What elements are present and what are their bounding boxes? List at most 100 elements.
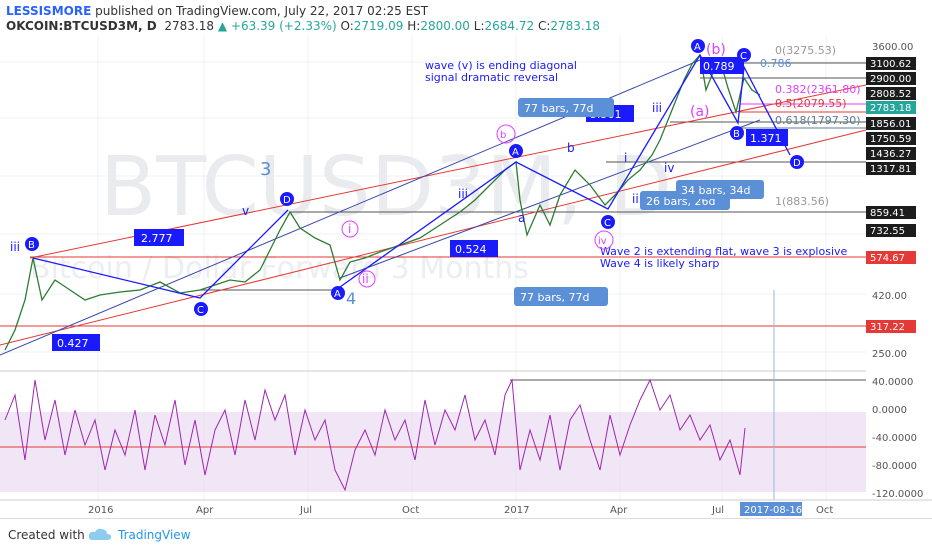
bars-range-box[interactable] [676, 180, 764, 199]
time-axis[interactable] [0, 500, 932, 518]
up-arrow-icon: ▲ [217, 19, 228, 33]
wave-label: iii [458, 187, 468, 201]
wave-label: iii [652, 101, 662, 115]
price-axis-labels: 3600.00 3100.62 2900.00 2808.52 2783.18 … [866, 42, 923, 500]
open-label: O: [340, 19, 354, 33]
wave-marker[interactable] [730, 126, 744, 140]
axis-tick: 317.22 [870, 322, 905, 333]
axis-tick: -80.0000 [872, 461, 917, 472]
wave-label: ii [362, 272, 369, 286]
time-tick: Apr [610, 505, 628, 516]
wave-label: 3 [260, 159, 271, 180]
wave-marker[interactable] [594, 230, 614, 250]
wave-label: iv [598, 236, 607, 247]
symbol-name[interactable]: OKCOIN:BTCUSD3M, D [6, 19, 157, 33]
note-line: signal dramatic reversal [425, 71, 558, 84]
time-tick: Apr [196, 505, 214, 516]
last-price: 2783.18 [164, 19, 215, 33]
time-tick: Jul [299, 505, 312, 516]
wave-marker[interactable] [790, 155, 804, 169]
wave-label: (a) [690, 104, 710, 120]
wave-marker[interactable] [601, 215, 615, 229]
wave-labels: iii B C D v 3 A 4 i ii iii b A a b C iv … [10, 39, 804, 316]
note-line: Wave 2 is extending flat, wave 3 is expl… [600, 245, 848, 258]
wave-label: i [348, 222, 351, 236]
publish-text: published on TradingView.com, July 22, 2… [95, 4, 429, 18]
fib-labels: 0(3275.53) 0.786 0.382(2361.80) 0.5(2079… [760, 44, 861, 208]
wave-marker[interactable] [691, 39, 705, 53]
wave-label: v [242, 204, 249, 218]
time-tick: Jul [711, 505, 724, 516]
low-label: L: [473, 19, 485, 33]
wave-notes: wave (v) is ending diagonal signal drama… [425, 59, 848, 270]
axis-badge [866, 117, 916, 130]
axis-tick: 1436.27 [870, 149, 911, 160]
wave-marker[interactable] [737, 48, 751, 62]
wave-label: B [28, 240, 35, 251]
wave-label: b [567, 141, 575, 155]
wave-marker[interactable] [194, 302, 208, 316]
axis-badge [866, 251, 916, 264]
wave-marker[interactable] [509, 144, 523, 158]
wave-label: ii [632, 192, 639, 206]
wave-marker[interactable] [280, 192, 294, 206]
note-line: wave (v) is ending diagonal [425, 59, 577, 72]
ratio-box[interactable] [700, 57, 744, 74]
axis-tick: 1856.01 [870, 119, 911, 130]
wave-label: C [604, 218, 611, 229]
price-chart[interactable]: BTCUSD3M, D Bitcoin / Dollar Forward 3 M… [0, 36, 932, 518]
ratio-box[interactable] [52, 334, 100, 351]
bar-count-labels: 77 bars, 77d 77 bars, 77d 26 bars, 26d 3… [514, 98, 764, 306]
wave-marker[interactable] [496, 124, 516, 144]
wave-label: 4 [346, 289, 356, 308]
rsi-series[interactable] [4, 378, 746, 492]
fib-label: 0.786 [760, 57, 792, 70]
wave-marker[interactable] [358, 270, 376, 288]
wave-label: iv [664, 161, 674, 175]
fib-label: 0(3275.53) [775, 44, 836, 57]
axis-tick: 1750.59 [870, 134, 911, 145]
author-link[interactable]: LESSISMORE [6, 4, 92, 18]
wave-label: A [694, 42, 701, 53]
wave-marker[interactable] [331, 286, 345, 300]
time-tick: Oct [402, 505, 419, 516]
bars-range-box[interactable] [518, 98, 614, 117]
close-label: C: [537, 19, 551, 33]
publish-line: LESSISMORE published on TradingView.com,… [6, 4, 428, 18]
bars-range-box[interactable] [514, 287, 608, 306]
channel-blue-2[interactable] [339, 119, 761, 279]
high-value: 2800.00 [420, 19, 470, 33]
tradingview-brand-link[interactable]: TradingView [118, 528, 191, 542]
channel-lower-red[interactable] [0, 129, 867, 346]
time-tick: 2017 [504, 505, 529, 516]
ratio-box[interactable] [746, 129, 788, 146]
axis-badge [866, 320, 916, 333]
time-tick: 2016 [88, 505, 113, 516]
fib-label: 1(883.56) [775, 195, 829, 208]
time-axis-labels: 2016 Apr Jul Oct 2017 Apr Jul 2017-08-16… [88, 502, 833, 516]
wave-label: D [793, 158, 801, 169]
axis-badge [866, 57, 916, 70]
open-value: 2719.09 [353, 19, 404, 33]
wave-label: iii [10, 240, 20, 254]
date-badge [740, 502, 802, 516]
wave-marker[interactable] [341, 220, 359, 238]
axis-tick: 732.55 [870, 226, 905, 237]
fib-label: 0.618(1797.30) [775, 114, 861, 127]
fib-label: 0.382(2361.80) [775, 83, 861, 96]
axis-tick: 2900.00 [870, 74, 911, 85]
wave-label: (b) [706, 42, 726, 58]
low-value: 2684.72 [484, 19, 535, 33]
symbol-line: OKCOIN:BTCUSD3M, D 2783.18 ▲ +63.39 (+2.… [6, 19, 600, 33]
tradingview-cloud-icon[interactable] [88, 527, 112, 541]
rsi-band [0, 412, 866, 492]
ratio-box[interactable] [134, 229, 184, 246]
wave-marker[interactable] [25, 237, 39, 251]
axis-tick: 859.41 [870, 208, 905, 219]
axis-badge [866, 132, 916, 145]
wave-abcd-1[interactable] [32, 209, 289, 299]
wave-label: C [740, 51, 747, 62]
created-with-text: Created with [8, 528, 85, 542]
ratio-box[interactable] [450, 240, 498, 257]
axis-badge [866, 147, 916, 160]
